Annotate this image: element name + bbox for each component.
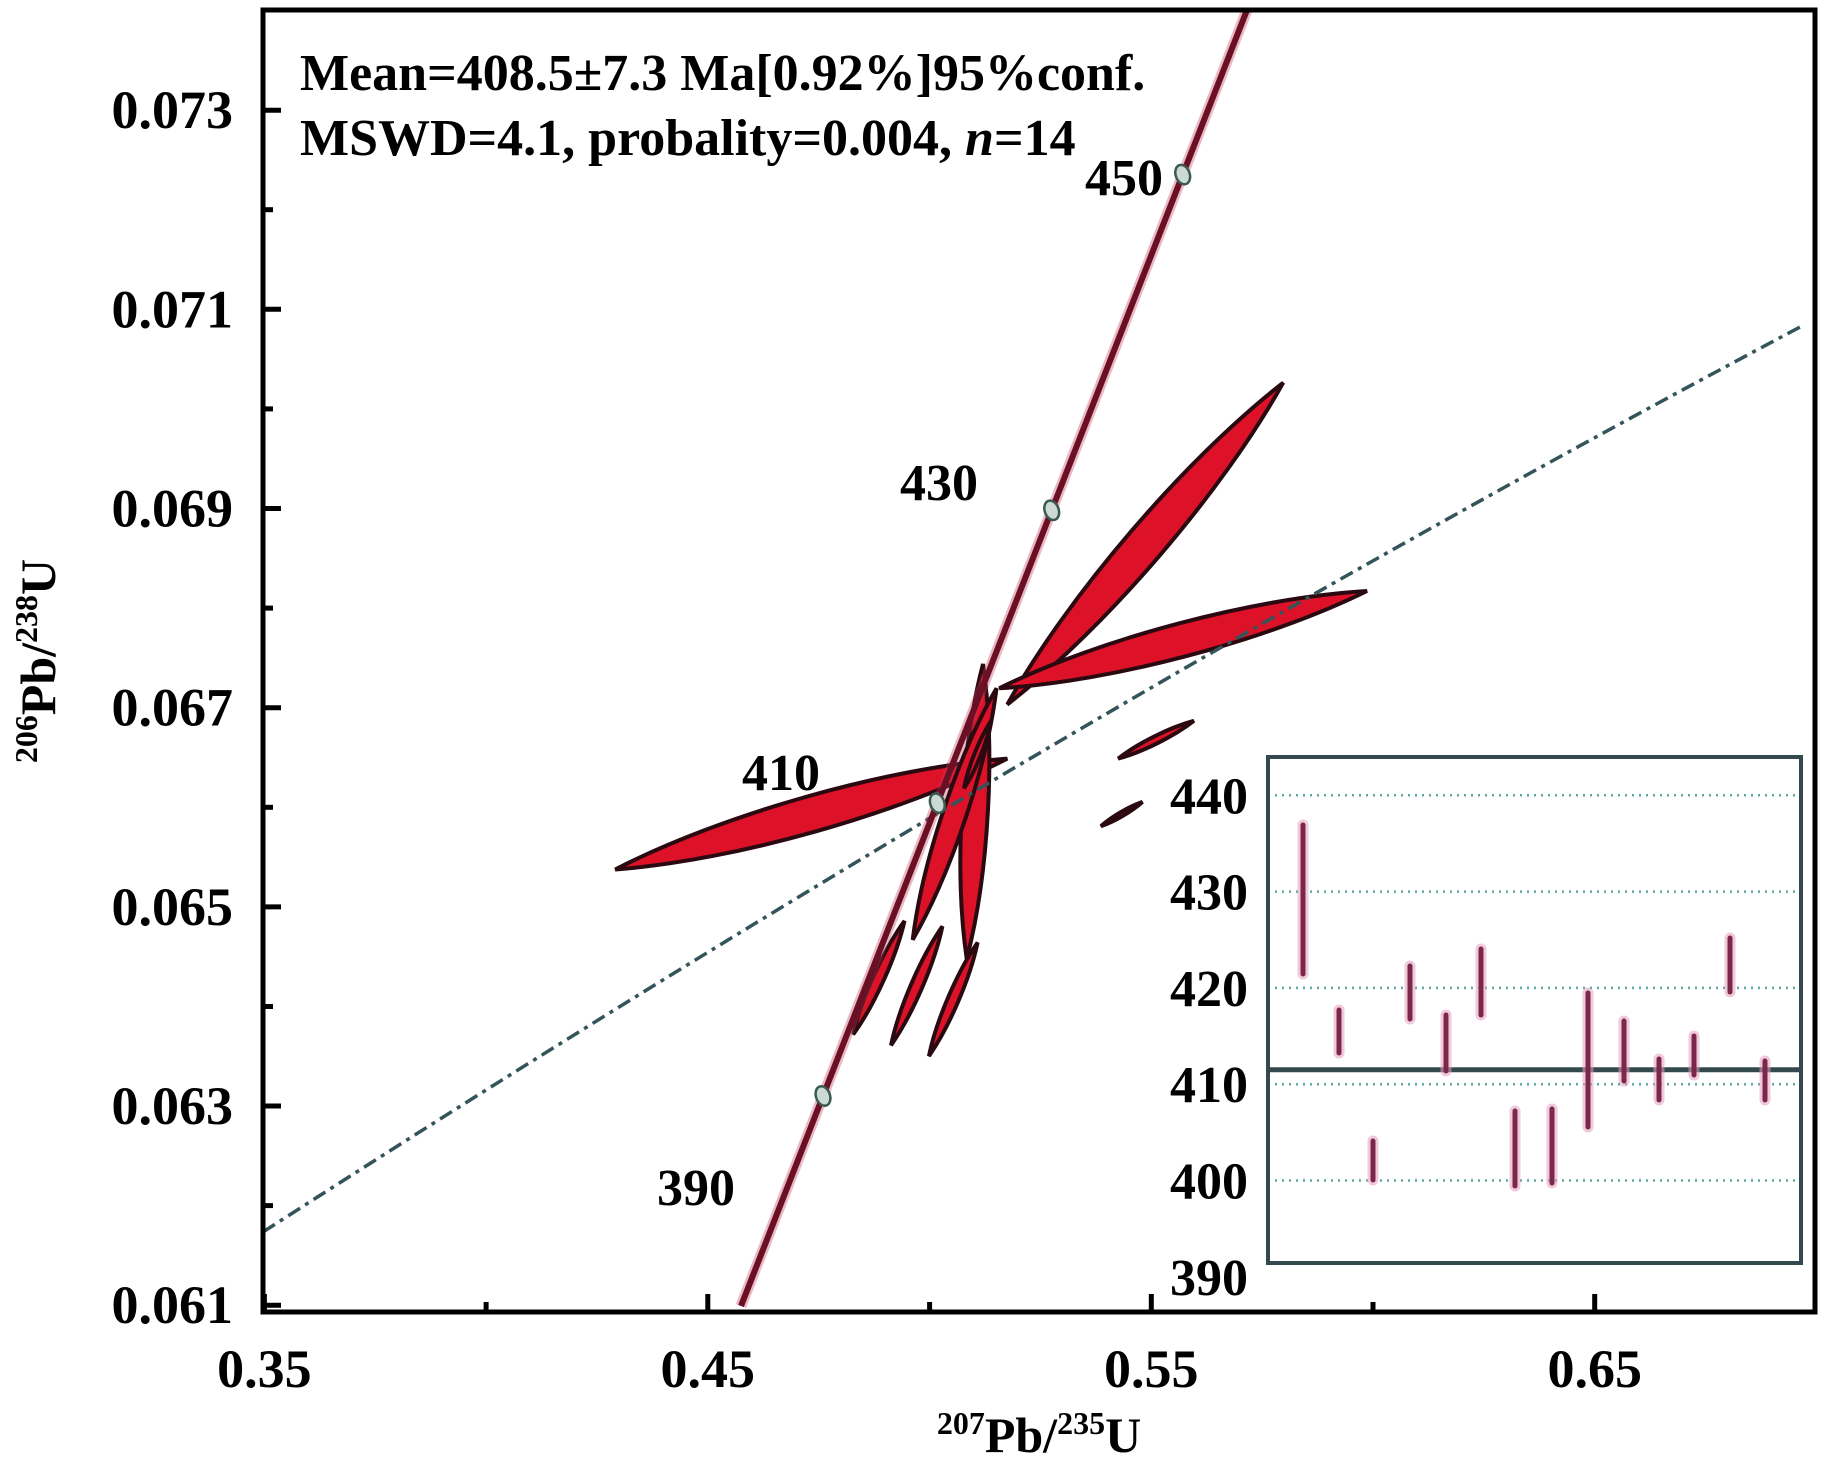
svg-text:0.65: 0.65: [1547, 1339, 1642, 1399]
svg-text:430: 430: [1170, 865, 1248, 922]
svg-text:390: 390: [657, 1160, 735, 1217]
svg-text:450: 450: [1085, 150, 1163, 207]
svg-text:410: 410: [1170, 1057, 1248, 1114]
svg-text:0.071: 0.071: [112, 279, 234, 339]
svg-text:MSWD=4.1, probality=0.004, n=1: MSWD=4.1, probality=0.004, n=14: [300, 110, 1076, 167]
svg-text:400: 400: [1170, 1154, 1248, 1211]
svg-text:0.067: 0.067: [112, 678, 234, 738]
svg-text:420: 420: [1170, 961, 1248, 1018]
svg-text:207Pb/235U: 207Pb/235U: [937, 1405, 1141, 1463]
svg-text:410: 410: [742, 745, 820, 802]
svg-text:0.061: 0.061: [112, 1275, 234, 1335]
svg-text:430: 430: [900, 455, 978, 512]
svg-text:0.55: 0.55: [1104, 1339, 1199, 1399]
svg-text:0.069: 0.069: [112, 479, 234, 539]
svg-text:Mean=408.5±7.3 Ma[0.92%]95%co: Mean=408.5±7.3 Ma[0.92%]95%conf.: [300, 45, 1145, 102]
svg-text:206Pb/238U: 206Pb/238U: [8, 559, 66, 763]
svg-text:0.065: 0.065: [112, 877, 234, 937]
svg-text:440: 440: [1170, 768, 1248, 825]
svg-text:0.45: 0.45: [661, 1339, 756, 1399]
svg-text:390: 390: [1170, 1250, 1248, 1307]
svg-text:0.35: 0.35: [217, 1339, 312, 1399]
svg-text:0.073: 0.073: [112, 80, 234, 140]
svg-text:0.063: 0.063: [112, 1076, 234, 1136]
